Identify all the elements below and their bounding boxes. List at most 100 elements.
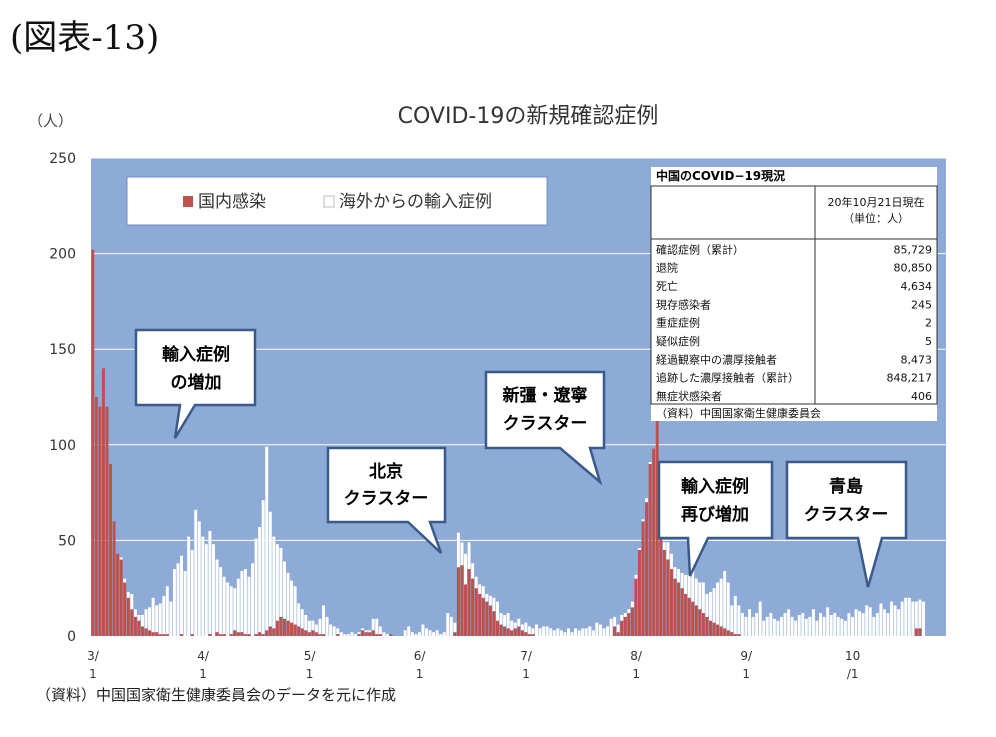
bar-imported [357,632,361,635]
bar-domestic [726,630,730,636]
bar-domestic [503,626,507,636]
bar-imported [343,634,347,636]
bar-imported [261,500,265,635]
bar-imported [524,622,528,633]
bar-domestic [733,634,737,636]
bars [91,249,925,636]
bar-imported [311,620,315,631]
bar-imported [836,616,840,636]
bar-domestic [275,620,279,636]
callout-import-increase-line1: 輸入症例 [162,344,230,365]
inset-table: 中国のCOVID−19現況 20年10月21日現在 （単位：人） 確認症例（累計… [650,167,938,421]
bar-domestic [471,578,475,636]
bar-imported [417,632,421,636]
bar-imported [737,605,741,635]
bar-imported [382,632,386,636]
callout-qingdao-line2: クラスター [804,505,889,525]
bar-domestic [314,632,318,636]
bar-imported [385,634,389,636]
bar-domestic [914,628,918,636]
figure-label: (図表-13) [10,18,160,58]
bar-imported [346,634,350,636]
bar-imported [190,549,194,635]
bar-domestic [247,634,251,636]
bar-domestic [737,634,741,636]
bar-imported [673,567,677,579]
bar-domestic [297,626,301,636]
callout-xinjiang-liaoning-cluster: 新彊・遼寧 クラスター [484,370,606,486]
bar-imported [410,632,414,636]
inset-table-row-label: 重症症例 [656,316,700,330]
bar-imported [623,613,627,617]
bar-imported [897,609,901,636]
bar-imported [467,542,471,570]
bar-imported [669,553,673,570]
bar-imported [875,613,879,636]
bar-domestic [236,632,240,636]
y-tick-label: 250 [49,151,76,167]
bar-domestic [268,626,272,636]
bar-imported [843,620,847,636]
bar-imported [449,616,453,636]
x-tick-label: 7/ [520,649,533,663]
bar-imported [229,586,233,635]
bar-imported [609,618,613,636]
bar-imported [496,601,499,621]
bar-imported [712,588,716,623]
bar-imported [204,544,208,636]
bar-imported [861,613,865,636]
bar-domestic [368,632,372,636]
bar-imported [740,613,744,636]
bar-imported [460,542,464,566]
bar-imported [748,609,751,636]
bar-imported [762,620,766,636]
x-tick-label: 4/ [197,649,210,663]
callout-import-increase-again: 輸入症例 再び増加 [657,460,774,577]
inset-table-row-label: 経過観察中の濃厚接触者 [656,352,777,366]
bar-imported [666,542,670,560]
bar-imported [723,570,727,629]
bar-domestic [687,597,691,636]
bar-domestic [506,628,510,636]
inset-table-row-value: 406 [911,390,932,403]
bar-domestic [286,620,290,636]
bar-domestic [652,448,656,636]
bar-imported [904,597,908,636]
bar-domestic [155,632,159,636]
bar-imported [559,630,563,636]
bar-imported [375,618,379,635]
y-tick-label: 200 [49,247,76,263]
legend-label-domestic: 国内感染 [198,192,266,212]
bar-imported [808,616,812,636]
bar-imported [141,614,144,627]
bar-imported [598,624,602,636]
x-tick-label: 6/ [414,649,427,663]
bar-domestic [701,613,705,636]
bar-domestic [130,609,134,636]
bar-imported [907,597,911,636]
legend-swatch-imported [323,195,335,208]
bar-domestic [510,630,514,636]
bar-imported [755,613,759,636]
bar-imported [268,511,272,627]
bar-imported [662,542,666,550]
bar-domestic [119,559,123,636]
bar-domestic [613,626,617,636]
bar-imported [378,626,382,635]
bar-imported [130,593,134,610]
bar-imported [485,593,489,602]
callout-qingdao-line1: 青島 [829,476,863,497]
bar-imported [638,548,641,550]
bar-domestic [691,601,695,636]
bar-imported [194,509,198,636]
bar-imported [421,624,425,636]
inset-table-row-label: 現存感染者 [656,297,711,311]
bar-imported [822,616,826,636]
bar-imported [272,536,276,629]
bar-imported [215,559,219,633]
bar-imported [549,628,553,636]
bar-imported [879,603,883,636]
bar-imported [428,630,432,636]
bar-domestic [123,582,127,636]
inset-table-row-label: 無症状感染者 [656,389,722,403]
